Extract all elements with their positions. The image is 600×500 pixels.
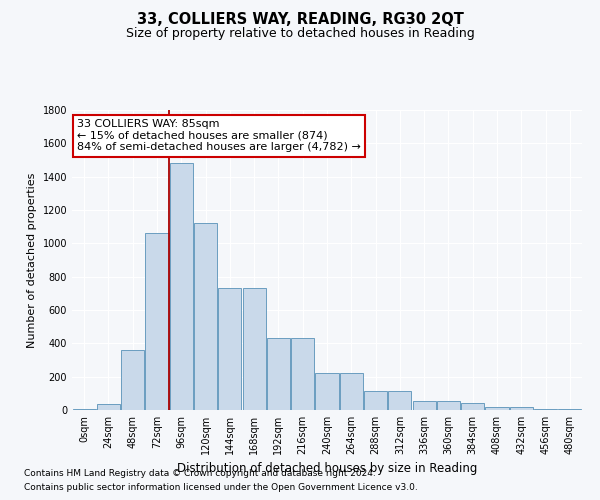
Bar (267, 338, 290, 410)
Bar (194, 224, 217, 410)
Text: 33 COLLIERS WAY: 85sqm
← 15% of detached houses are smaller (874)
84% of semi-de: 33 COLLIERS WAY: 85sqm ← 15% of detached… (77, 119, 361, 152)
Bar (121, 350, 144, 410)
Bar (388, 391, 412, 410)
Bar (170, 164, 193, 410)
Bar (340, 374, 363, 410)
Bar (145, 234, 169, 410)
Bar (242, 288, 266, 410)
Text: Contains HM Land Registry data © Crown copyright and database right 2024.: Contains HM Land Registry data © Crown c… (24, 468, 376, 477)
Bar (510, 406, 533, 410)
Bar (559, 409, 581, 410)
Bar (413, 401, 436, 410)
Bar (73, 409, 95, 410)
Bar (364, 391, 387, 410)
Bar (534, 409, 557, 410)
Bar (485, 406, 509, 410)
X-axis label: Distribution of detached houses by size in Reading: Distribution of detached houses by size … (177, 462, 477, 475)
Y-axis label: Number of detached properties: Number of detached properties (27, 172, 37, 348)
Bar (291, 338, 314, 410)
Bar (218, 288, 241, 410)
Text: 33, COLLIERS WAY, READING, RG30 2QT: 33, COLLIERS WAY, READING, RG30 2QT (137, 12, 463, 28)
Bar (461, 402, 484, 410)
Text: Contains public sector information licensed under the Open Government Licence v3: Contains public sector information licen… (24, 484, 418, 492)
Bar (97, 404, 120, 410)
Bar (437, 401, 460, 410)
Bar (316, 374, 338, 410)
Text: Size of property relative to detached houses in Reading: Size of property relative to detached ho… (125, 28, 475, 40)
